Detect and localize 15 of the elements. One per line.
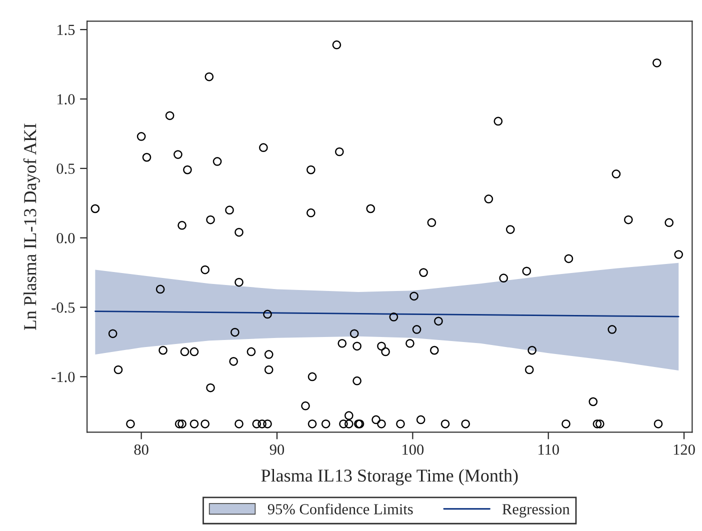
y-tick-label: 0.5	[56, 164, 75, 174]
x-tick-label: 100	[402, 444, 424, 455]
y-axis-title: Ln Plasma IL-13 Dayof AKI	[23, 124, 40, 330]
text: 95% Confidence Limits	[268, 503, 413, 514]
y-tick-label: 1.0	[57, 94, 75, 105]
x-tick-label: 120	[674, 444, 695, 455]
x-axis-title: Plasma IL13 Storage Time (Month)	[261, 469, 518, 486]
x-tick-label: 80	[134, 444, 148, 455]
y-tick-label: 1.5	[57, 24, 75, 36]
y-tick-label: -1.0	[52, 372, 75, 382]
legend-label: Regression	[502, 504, 570, 518]
x-tick-label: 90	[270, 444, 284, 455]
y-tick-label: 0.0	[56, 232, 75, 244]
x-tick-label: 110	[538, 444, 559, 455]
y-tick-label: -0.5	[52, 302, 75, 313]
